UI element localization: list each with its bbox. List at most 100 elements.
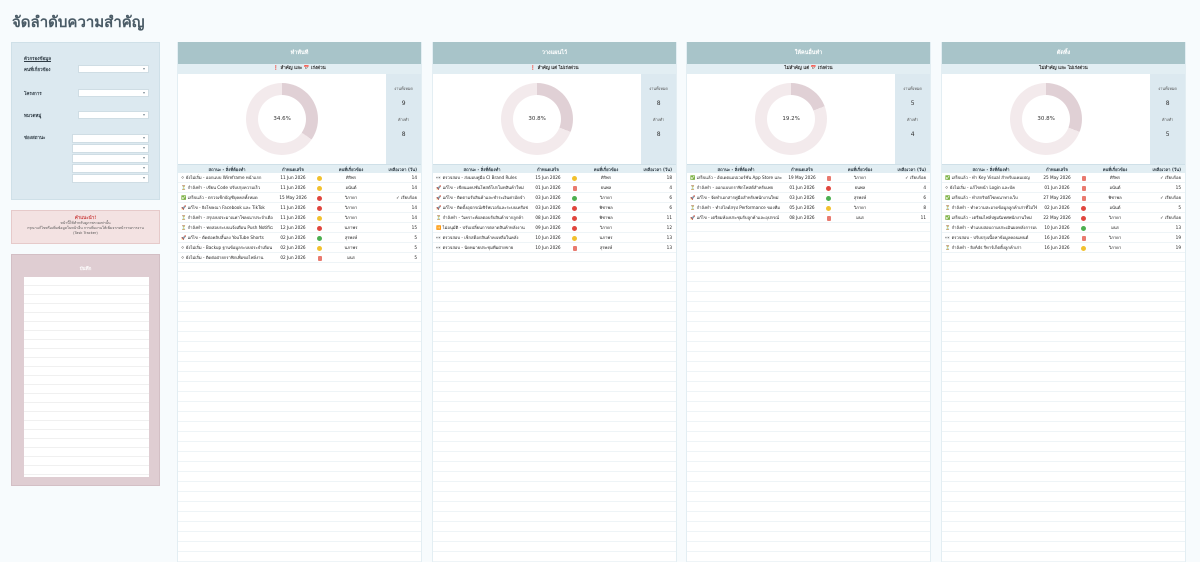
status-icon: 🚀	[690, 215, 696, 220]
task-text: แก้ไข - จัดทำเอกสารคู่มือสำหรับพนักงานให…	[696, 195, 779, 200]
status-filter-label: ช่องสถานะ	[24, 136, 46, 141]
person-cell: นภาพร	[344, 245, 358, 250]
table-row[interactable]: 👀 ตรวจสอบ - นัดหมายประชุมทีมฝ่ายขาย 10 J…	[433, 243, 676, 253]
task-cell: 👀 ตรวจสอบ - นัดหมายประชุมทีมฝ่ายขาย	[433, 243, 528, 252]
table-row[interactable]: 🚀 แก้ไข - จัดทำเอกสารคู่มือสำหรับพนักงาน…	[687, 193, 930, 203]
priority-flag-icon	[826, 215, 831, 221]
task-text: แก้ไข - ยิงโฆษณา Facebook และ TikTok	[187, 205, 265, 210]
col-remaining: เหลือเวลา (วัน)	[897, 167, 926, 172]
person-cell: อนันต์	[345, 185, 357, 190]
task-cell: 👀 ตรวจสอบ - ส่งมอบคู่มือ CI Brand Rules	[433, 173, 528, 182]
table-row[interactable]: ✅ เสร็จแล้ว - ทำสกริปต์โฆษณาทางเว็บ 27 M…	[942, 193, 1185, 203]
table-row[interactable]: ⏳ กำลังทำ - ทำสไลด์สรุป Performance ของท…	[687, 203, 930, 213]
priority-dot-icon	[1081, 205, 1086, 211]
flag-cell	[1077, 193, 1090, 202]
person-filter-select[interactable]: ▾	[77, 65, 149, 73]
quadrant-subtitle: ❗ สำคัญ แต่ ไม่เร่งด่วน	[433, 64, 676, 74]
col-person: คนที่เกี่ยวข้อง	[338, 167, 364, 172]
due-date: 02 Jun 2026	[280, 255, 306, 260]
quadrant-title: ทำทันที	[178, 42, 421, 64]
donut-percent: 19.2%	[767, 95, 816, 143]
table-row[interactable]: ⏳ กำลังทำ - วิเคราะห์ผลตอบรับสินค้าจากลู…	[433, 213, 676, 223]
task-cell: ⏳ กำลังทำ - ยิงAds รีทาร์เก็ตติ้งลูกค้าเ…	[942, 243, 1037, 252]
due-date: 10 Jun 2026	[1044, 225, 1070, 230]
table-row[interactable]: 👀 ตรวจสอบ - เช็กสต็อกสินค้าคงเหลือในคลัง…	[433, 233, 676, 243]
note-line-2: กรุณาแก้ไขหรือเพิ่มข้อมูลในหน้าอื่น การเ…	[27, 226, 144, 230]
total-count: 9	[401, 100, 406, 107]
table-row[interactable]: ⏳ กำลังทำ - ทำแบบสอบถามประเมินผลหลังการอ…	[942, 223, 1185, 233]
table-row[interactable]: ⏸️ ไม่อนุมัติ - ปรับเปลี่ยนการตลาดสินค้า…	[433, 223, 676, 233]
status-icon: 👀	[436, 175, 442, 180]
table-row[interactable]: 👀 ตรวจสอบ - ส่งมอบคู่มือ CI Brand Rules …	[433, 173, 676, 183]
project-filter-label: โครงการ	[24, 91, 42, 97]
table-row[interactable]: ⚪ ยังไม่เริ่ม - ออกแบบ Wireframe หน้าแรก…	[178, 173, 421, 183]
category-filter-select[interactable]: ▾	[77, 111, 149, 119]
table-row[interactable]: ⚪ ยังไม่เริ่ม - ติดต่อฝ่ายกราฟิกเพื่อขอไ…	[178, 253, 421, 263]
flag-cell	[568, 213, 581, 222]
remaining-days: 18	[666, 175, 672, 180]
status-icon: 👀	[436, 235, 442, 240]
status-icon: ⚪	[181, 245, 185, 250]
status-filter-select[interactable]: ▾	[72, 154, 149, 163]
table-row[interactable]: ⏳ กำลังทำ - ทดสอบระบบแจ้งเตือน Push Noti…	[178, 223, 421, 233]
remaining-days: 4	[669, 185, 672, 190]
person-cell: วิภาดา	[344, 195, 358, 200]
memo-textarea[interactable]	[24, 277, 149, 477]
table-row[interactable]: ✅ เสร็จแล้ว - ทำ Key Visual สำหรับแคมเปญ…	[942, 173, 1185, 183]
person-cell: นภาพร	[344, 225, 358, 230]
table-row[interactable]: 🚀 แก้ไข - เขียนแคปชันโพสต์โปรโมทสินค้าให…	[433, 183, 676, 193]
col-remaining: เหลือเวลา (วัน)	[643, 167, 672, 172]
table-row[interactable]: ⏳ กำลังทำ - ยิงAds รีทาร์เก็ตติ้งลูกค้าเ…	[942, 243, 1185, 253]
person-cell: ศิริพร	[1110, 175, 1120, 180]
remaining-days: ✓ เรียบร้อย	[1160, 175, 1181, 180]
task-cell: 👀 ตรวจสอบ - เช็กสต็อกสินค้าคงเหลือในคลัง	[433, 233, 528, 242]
table-row[interactable]: ✅ เสร็จแล้ว - อัปเดตแอปเวอร์ชัน App Stor…	[687, 173, 930, 183]
status-filter-select[interactable]: ▾	[72, 164, 149, 173]
task-text: เสร็จแล้ว - เตรียมไฟล์ปฐมนิเทศพนักงานใหม…	[951, 215, 1032, 220]
table-row[interactable]: 🚀 แก้ไข - ติดตั้งอุปกรณ์เซิร์ฟเวอร์และระ…	[433, 203, 676, 213]
table-row[interactable]: ⚪ ยังไม่เริ่ม - แก้ไขหน้า Login และบัค 0…	[942, 183, 1185, 193]
quadrant-4: ตัดทิ้ง ไม่สำคัญ และ ไม่เร่งด่วน 30.8% งา…	[941, 42, 1186, 562]
task-text: เสร็จแล้ว - อัปเดตแอปเวอร์ชัน App Store …	[696, 175, 782, 180]
table-row[interactable]: ⚪ ยังไม่เริ่ม - Backup ฐานข้อมูลระบบประจ…	[178, 243, 421, 253]
chevron-down-icon: ▾	[142, 175, 145, 180]
remaining-days: 14	[411, 215, 417, 220]
quadrant-3: ให้คนอื่นทำ ไม่สำคัญ แต่ 📅 เร่งด่วน 19.2%…	[686, 42, 931, 562]
table-row[interactable]: ✅ เสร็จแล้ว - ตรวจเช็กบัญชีบุคคลทั้งหมด …	[178, 193, 421, 203]
table-row[interactable]: ⏳ กำลังทำ - เขียน Code ปรับปรุงความเร็ว …	[178, 183, 421, 193]
due-date: 08 Jun 2026	[535, 215, 561, 220]
remaining-days: ✓ เรียบร้อย	[396, 195, 417, 200]
status-filter-select[interactable]: ▾	[72, 144, 149, 153]
table-row[interactable]: 🚀 แก้ไข - ติดตามรับสินค้าและชำระเงินค่าม…	[433, 193, 676, 203]
due-date: 16 Jun 2026	[1044, 235, 1070, 240]
flag-cell	[313, 203, 326, 212]
total-count: 8	[656, 100, 661, 107]
task-cell: 🚀 แก้ไข - จัดทำเอกสารคู่มือสำหรับพนักงาน…	[687, 193, 782, 202]
flag-cell	[1077, 233, 1090, 242]
table-row[interactable]: 🚀 แก้ไข - ตัดต่อคลิปสั้นลง YouTube Short…	[178, 233, 421, 243]
table-row[interactable]: ⏳ กำลังทำ - ออกแบบกราฟิกโพสต์สำหรับเพจ 0…	[687, 183, 930, 193]
donut-percent: 34.6%	[258, 95, 307, 143]
due-date: 02 Jun 2026	[280, 235, 306, 240]
table-row[interactable]: ⏳ กำลังทำ - ทำความสะอาดข้อมูลลูกค้าเก่าท…	[942, 203, 1185, 213]
flag-cell	[313, 183, 326, 192]
memo-panel: บันทึก	[11, 254, 160, 486]
table-row[interactable]: 👀 ตรวจสอบ - ปรับปรุงเนื้อหาข้อมูลคอนเทนต…	[942, 233, 1185, 243]
note-title: คำแนะนำ!	[74, 216, 97, 221]
due-date: 05 Jun 2026	[789, 205, 815, 210]
due-date: 03 Jun 2026	[789, 195, 815, 200]
table-row[interactable]: 🚀 แก้ไข - เตรียมห้องประชุมรับลูกค้าและอุ…	[687, 213, 930, 223]
priority-dot-icon	[572, 225, 577, 231]
table-row[interactable]: ✅ เสร็จแล้ว - เตรียมไฟล์ปฐมนิเทศพนักงานใ…	[942, 213, 1185, 223]
status-filter-select[interactable]: ▾	[72, 174, 149, 183]
table-row[interactable]: 🚀 แก้ไข - ยิงโฆษณา Facebook และ TikTok 1…	[178, 203, 421, 213]
status-filter-select[interactable]: ▾	[72, 134, 149, 143]
project-filter-select[interactable]: ▾	[77, 89, 149, 97]
task-cell: ⏳ กำลังทำ - ทำแบบสอบถามประเมินผลหลังการอ…	[942, 223, 1037, 232]
col-due: กำหนดเสร็จ	[791, 167, 813, 172]
status-icon: ⏳	[690, 205, 696, 210]
task-cell: ✅ เสร็จแล้ว - ทำ Key Visual สำหรับแคมเปญ	[942, 173, 1037, 182]
total-label: งานทั้งหมด	[1158, 86, 1177, 91]
filter-heading: ตัวกรองข้อมูล	[24, 57, 51, 62]
table-row[interactable]: ⏳ กำลังทำ - สรุปงบประมาณค่าโฆษณาประจำเดื…	[178, 213, 421, 223]
